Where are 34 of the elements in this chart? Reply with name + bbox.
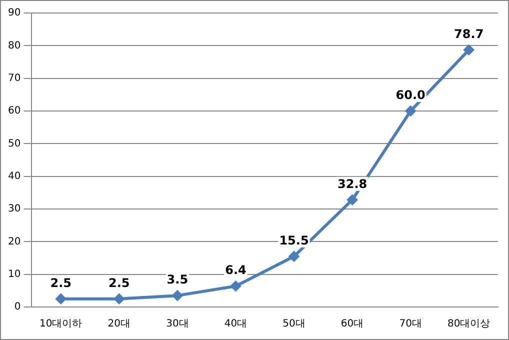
- x-tick-label: 60대: [340, 318, 364, 330]
- x-tick-label: 80대이상: [447, 318, 490, 330]
- point: [55, 293, 66, 304]
- point: [230, 280, 242, 292]
- x-tick-label: 20대: [108, 318, 131, 330]
- x-tick-label: 10대이하: [40, 318, 82, 330]
- text: 6.4: [225, 263, 246, 278]
- y-tick-label: 20: [8, 236, 21, 248]
- text: 3.5: [166, 272, 188, 287]
- y-tick-label: 90: [8, 8, 21, 19]
- y-tick-label: 80: [8, 40, 21, 52]
- point: [463, 44, 474, 56]
- y-tick-label: 40: [8, 170, 21, 182]
- x-tick-label: 40대: [224, 318, 248, 330]
- y-tick-label: 0: [14, 302, 21, 313]
- y-tick-label: 10: [8, 268, 21, 280]
- text: 15.5: [279, 233, 309, 248]
- x-tick-label: 50대: [282, 318, 306, 330]
- text: 78.7: [454, 27, 484, 42]
- point: [288, 250, 300, 262]
- point: [172, 290, 183, 302]
- text: 32.8: [337, 176, 368, 191]
- x-tick-label: 30대: [166, 318, 189, 330]
- text: 2.5: [108, 276, 130, 290]
- y-tick-label: 60: [8, 106, 21, 117]
- y-tick-label: 50: [8, 138, 21, 150]
- point: [114, 293, 125, 304]
- text: 60.0: [396, 88, 426, 102]
- x-tick-label: 70대: [399, 318, 422, 330]
- text: 2.5: [50, 276, 72, 290]
- y-tick-label: 70: [8, 72, 21, 84]
- point: [346, 194, 358, 206]
- point: [405, 106, 416, 116]
- y-tick-label: 30: [8, 204, 21, 215]
